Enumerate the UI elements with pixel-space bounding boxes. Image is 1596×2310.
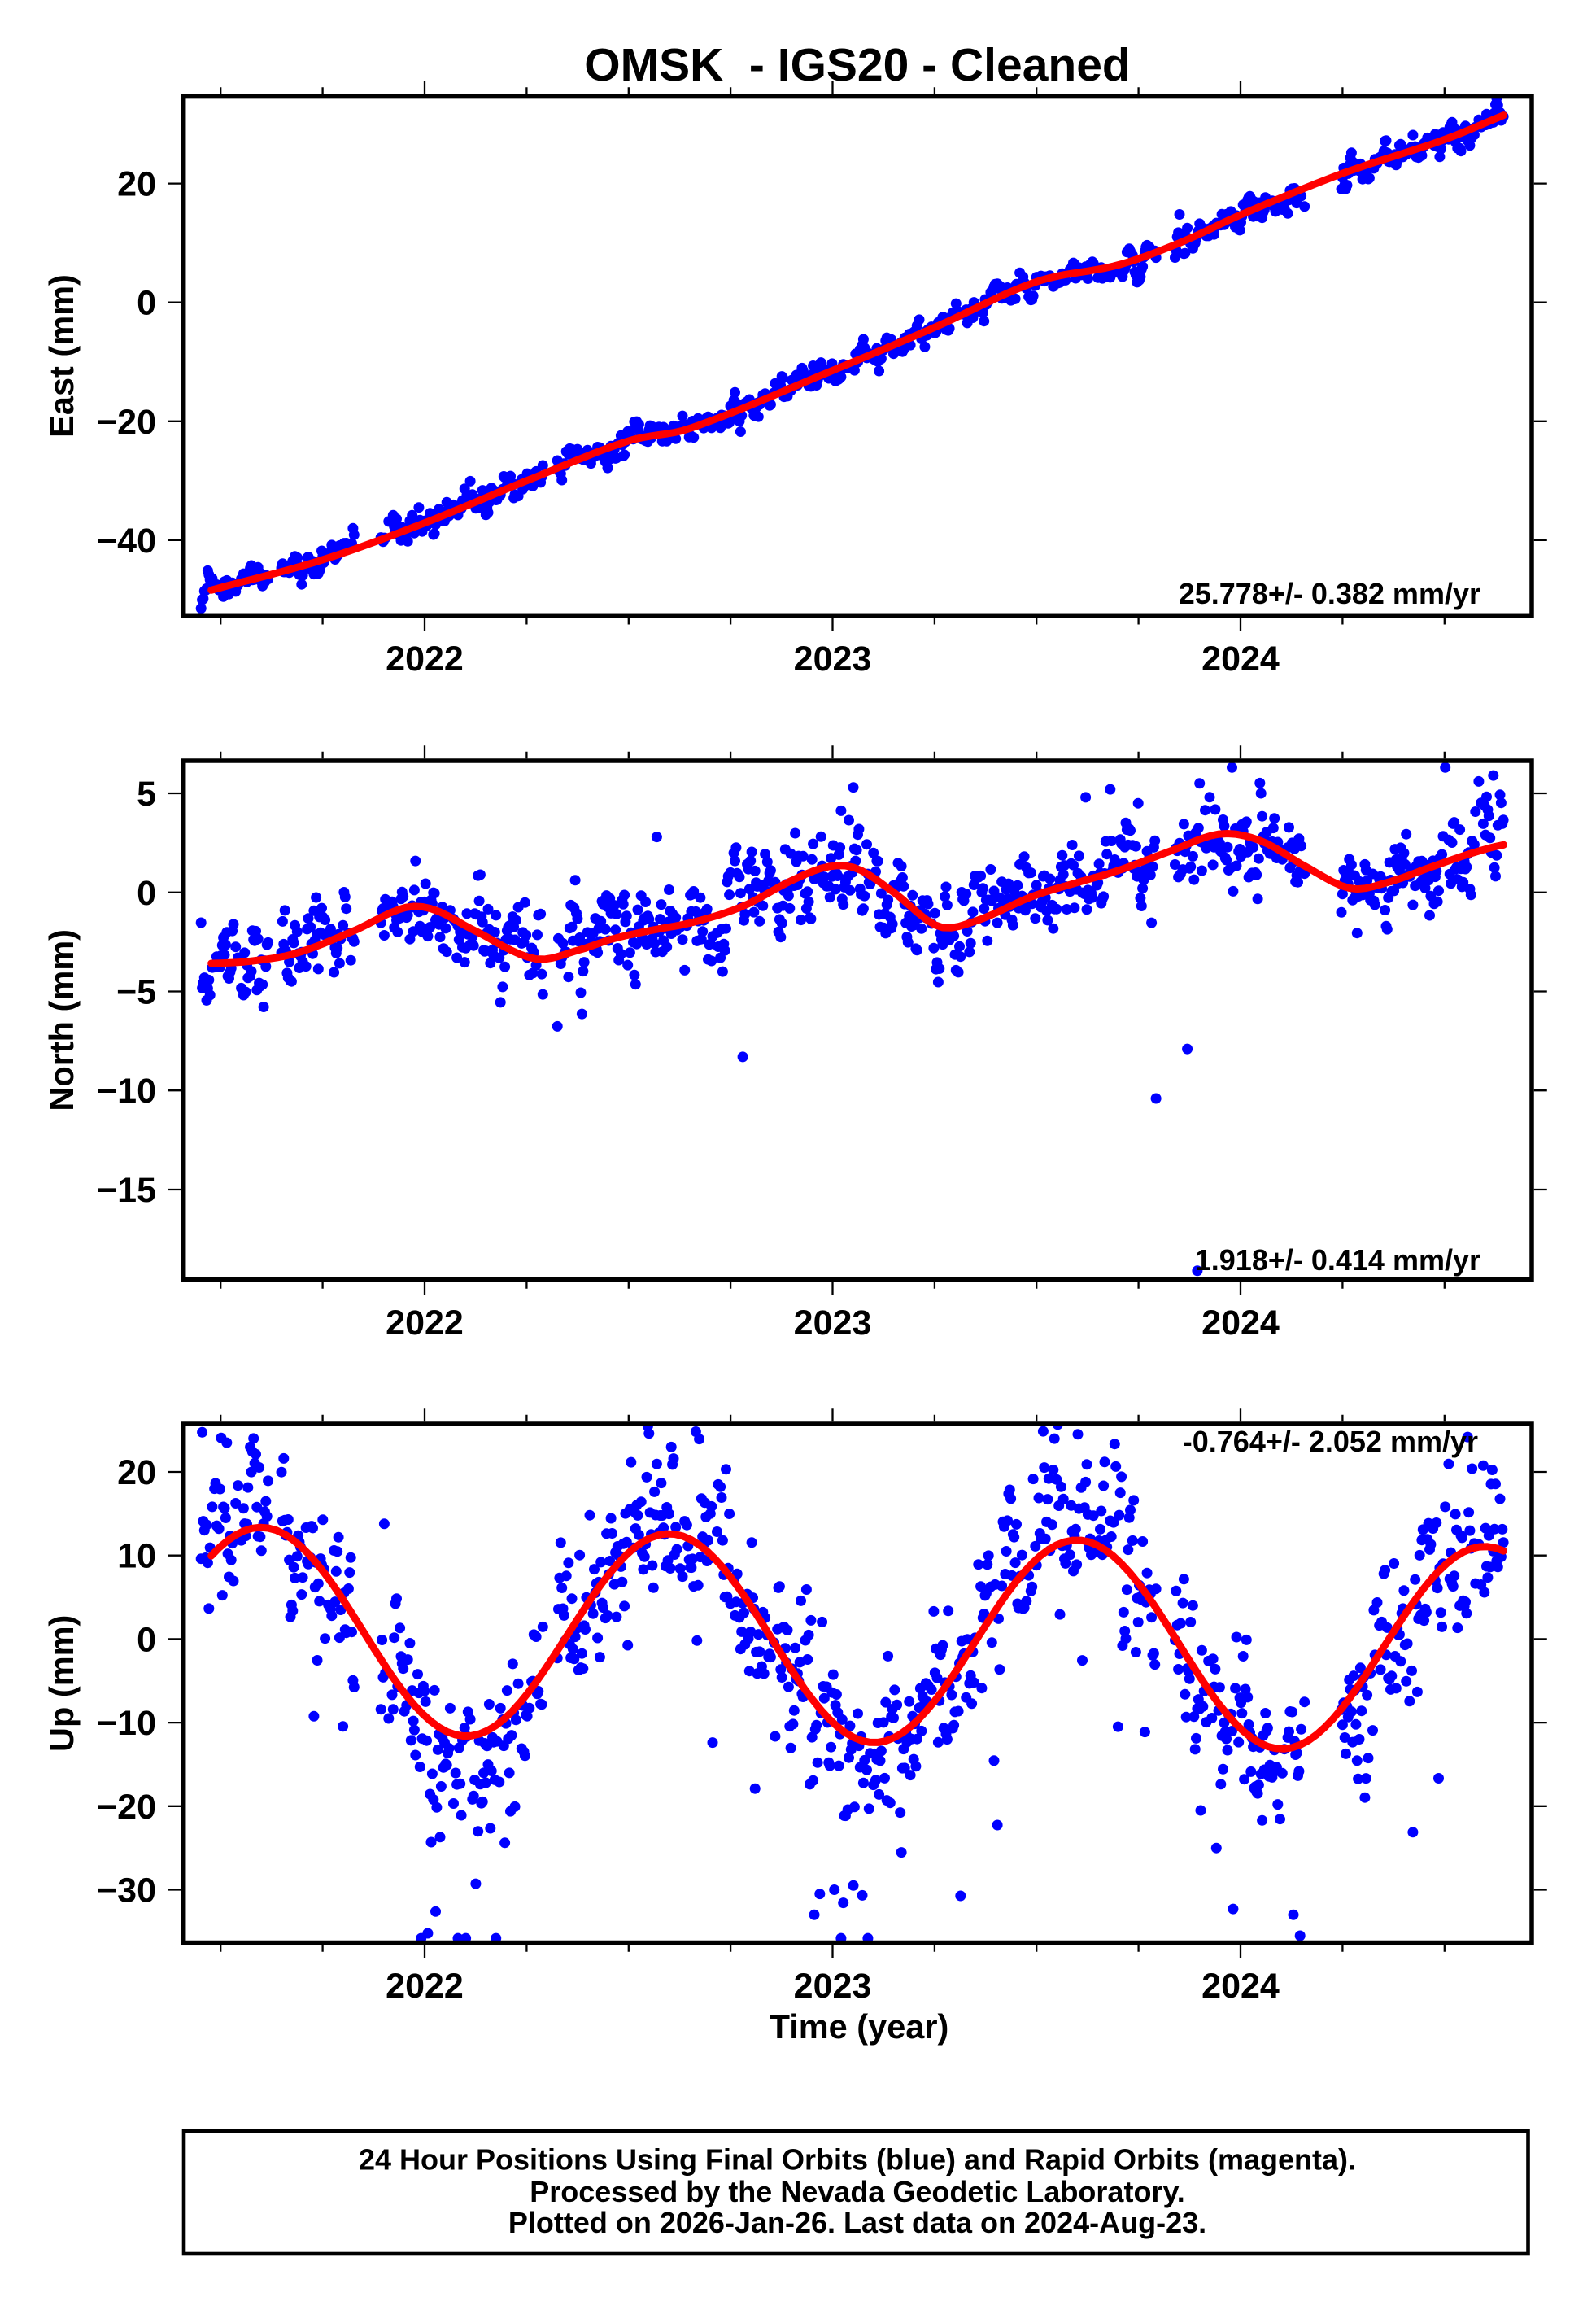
svg-text:Time (year): Time (year) xyxy=(770,2007,949,2046)
svg-text:2024: 2024 xyxy=(1201,1303,1280,1343)
svg-text:20: 20 xyxy=(117,1453,156,1492)
svg-text:10: 10 xyxy=(117,1537,156,1576)
svg-text:2023: 2023 xyxy=(794,1967,872,2006)
svg-text:Plotted on 2026-Jan-26. Last d: Plotted on 2026-Jan-26. Last data on 202… xyxy=(508,2206,1206,2239)
svg-text:−30: −30 xyxy=(97,1871,156,1910)
svg-text:East (mm): East (mm) xyxy=(42,274,81,438)
svg-text:2023: 2023 xyxy=(794,640,872,679)
svg-text:-0.764+/- 2.052 mm/yr: -0.764+/- 2.052 mm/yr xyxy=(1183,1425,1478,1458)
svg-text:−15: −15 xyxy=(97,1171,156,1210)
svg-text:1.918+/- 0.414 mm/yr: 1.918+/- 0.414 mm/yr xyxy=(1195,1243,1480,1277)
svg-text:2024: 2024 xyxy=(1201,1967,1280,2006)
svg-text:25.778+/- 0.382 mm/yr: 25.778+/- 0.382 mm/yr xyxy=(1179,577,1480,610)
svg-text:2022: 2022 xyxy=(386,1303,464,1343)
svg-text:Processed by the Nevada Geodet: Processed by the Nevada Geodetic Laborat… xyxy=(530,2175,1185,2208)
svg-text:24 Hour Positions Using Final: 24 Hour Positions Using Final Orbits (bl… xyxy=(359,2143,1356,2177)
svg-text:North (mm): North (mm) xyxy=(42,929,81,1111)
svg-text:0: 0 xyxy=(137,1620,156,1659)
svg-text:Up (mm): Up (mm) xyxy=(42,1615,81,1752)
svg-text:2022: 2022 xyxy=(386,640,464,679)
svg-text:OMSK - IGS20 - Cleaned: OMSK - IGS20 - Cleaned xyxy=(584,39,1130,91)
svg-text:−20: −20 xyxy=(97,1788,156,1827)
svg-text:20: 20 xyxy=(117,165,156,204)
svg-text:−20: −20 xyxy=(97,403,156,442)
svg-text:2023: 2023 xyxy=(794,1303,872,1343)
svg-text:−5: −5 xyxy=(116,973,156,1012)
svg-text:5: 5 xyxy=(137,775,156,814)
svg-text:−10: −10 xyxy=(97,1704,156,1743)
svg-text:0: 0 xyxy=(137,874,156,913)
svg-text:0: 0 xyxy=(137,284,156,323)
svg-text:−40: −40 xyxy=(97,522,156,561)
svg-text:2024: 2024 xyxy=(1201,640,1280,679)
svg-text:−10: −10 xyxy=(97,1072,156,1111)
svg-text:2022: 2022 xyxy=(386,1967,464,2006)
